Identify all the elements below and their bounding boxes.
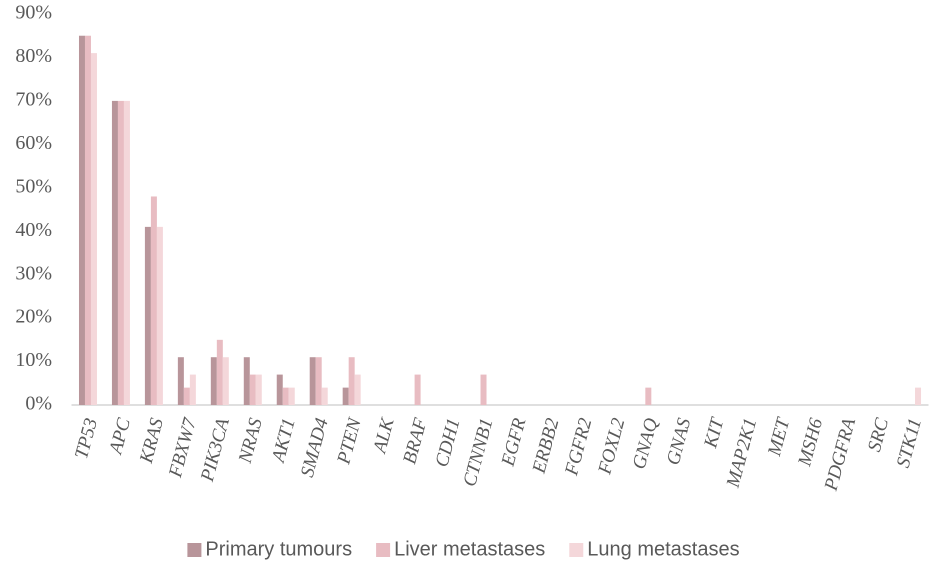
bar [177,357,184,405]
bar [354,374,361,405]
bar [249,374,256,405]
y-tick-label: 90% [15,2,52,24]
bar [222,357,229,405]
bar [90,53,97,405]
legend-swatch [187,543,202,557]
bar [480,374,487,405]
x-tick-label: GNAQ [629,416,663,472]
x-tick-label: ERBB2 [528,416,563,477]
x-tick-label: MSH6 [794,416,827,470]
y-tick-label: 20% [15,306,52,328]
y-tick-label: 40% [15,219,52,241]
x-tick-label: KRAS [136,416,168,467]
x-tick-label: FOXL2 [594,416,629,478]
x-tick-label: MAP2K1 [722,416,761,491]
bar [348,357,355,405]
bar [255,374,262,405]
y-tick-label: 50% [15,175,52,197]
x-tick-label: KIT [700,415,729,451]
x-tick-label: SRC [864,416,893,454]
bar [150,196,157,405]
x-tick-label: AKT1 [268,416,300,466]
legend-swatch [376,543,391,557]
bar [309,357,316,405]
bar [315,357,322,405]
legend-label: Primary tumours [205,538,352,560]
x-tick-label: BRAF [399,416,431,467]
x-tick-label: ALK [369,415,399,457]
bar [183,387,190,405]
x-tick-label: CDH1 [431,416,464,469]
bar [414,374,421,405]
bar [189,374,196,405]
bar [216,339,223,405]
x-tick-label: FBXW7 [165,415,201,481]
x-tick-label: TP53 [71,416,102,461]
x-tick-label: PIK3CA [197,416,234,485]
bar [243,357,250,405]
bar [915,387,922,405]
x-tick-label: CTNNB1 [459,416,497,489]
bar [288,387,295,405]
x-tick-label: SMAD4 [297,416,333,480]
bar [84,35,91,405]
bar [645,387,652,405]
x-tick-label: FGFR2 [561,416,597,479]
bar [117,100,124,405]
bar [123,100,130,405]
x-tick-label: NRAS [235,416,267,467]
x-tick-label: MET [764,415,795,459]
x-tick-label: PTEN [333,415,366,468]
y-tick-label: 60% [15,132,52,154]
legend-swatch [569,543,584,557]
legend-label: Liver metastases [394,538,545,560]
y-tick-label: 0% [25,393,52,415]
bar [321,387,328,405]
bar [276,374,283,405]
bar [144,226,151,405]
x-tick-label: GNAS [663,416,696,468]
legend-label: Lung metastases [587,538,739,560]
y-tick-label: 10% [15,349,52,371]
y-tick-label: 30% [15,262,52,284]
bar [210,357,217,405]
y-tick-label: 70% [15,88,52,110]
bar [342,387,349,405]
x-tick-label: EGFR [497,416,530,470]
bar [282,387,289,405]
bar [156,226,163,405]
bar [111,100,118,405]
x-tick-label: PDGFRA [820,416,860,494]
y-tick-label: 80% [15,45,52,67]
x-tick-label: APC [105,416,135,458]
bar [78,35,85,405]
x-tick-label: STK11 [893,416,926,470]
